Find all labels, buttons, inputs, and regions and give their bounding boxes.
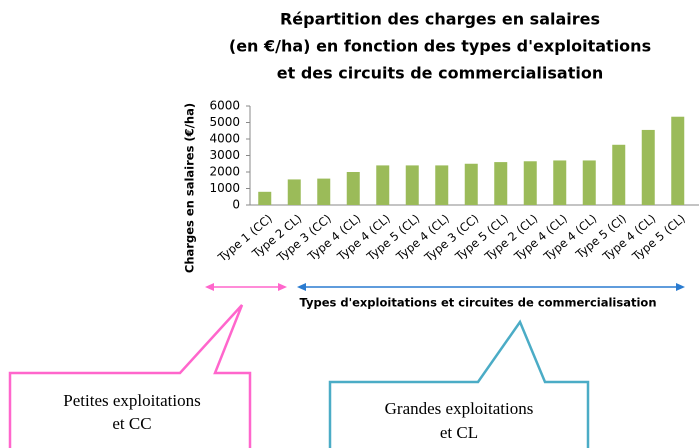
bar xyxy=(612,144,626,205)
callout-text: et CL xyxy=(440,423,478,442)
chart-title: (en €/ha) en fonction des types d'exploi… xyxy=(229,37,651,56)
y-tick-label: 6000 xyxy=(209,99,240,113)
bar xyxy=(317,178,331,205)
bar xyxy=(435,165,449,205)
bar xyxy=(523,161,537,205)
y-tick-label: 3000 xyxy=(209,148,240,162)
arrow-small xyxy=(205,283,287,291)
y-tick-label: 0 xyxy=(232,198,240,212)
bar xyxy=(553,160,567,205)
y-tick-label: 1000 xyxy=(209,181,240,195)
chart-title: et des circuits de commercialisation xyxy=(277,64,603,83)
bar xyxy=(464,163,478,205)
bar xyxy=(346,172,360,205)
bar xyxy=(641,129,655,205)
y-tick-label: 2000 xyxy=(209,165,240,179)
callout-small xyxy=(8,304,252,448)
callout-text: Grandes exploitations xyxy=(385,399,534,418)
bar xyxy=(671,116,685,205)
callout-text: Petites exploitations xyxy=(63,391,200,410)
y-axis-label: Charges en salaires (€/ha) xyxy=(183,103,197,273)
callout-large xyxy=(328,319,590,448)
arrow-large xyxy=(297,283,685,291)
chart-title: Répartition des charges en salaires xyxy=(280,10,600,29)
bar xyxy=(258,191,272,205)
bar xyxy=(287,179,301,205)
bar xyxy=(376,165,390,205)
x-axis-label: Types d'exploitations et circuites de co… xyxy=(299,296,656,310)
bar xyxy=(405,165,419,205)
callout-text: et CC xyxy=(112,414,151,433)
bar xyxy=(582,160,596,205)
y-tick-label: 4000 xyxy=(209,132,240,146)
bar xyxy=(494,162,508,205)
y-tick-label: 5000 xyxy=(209,115,240,129)
